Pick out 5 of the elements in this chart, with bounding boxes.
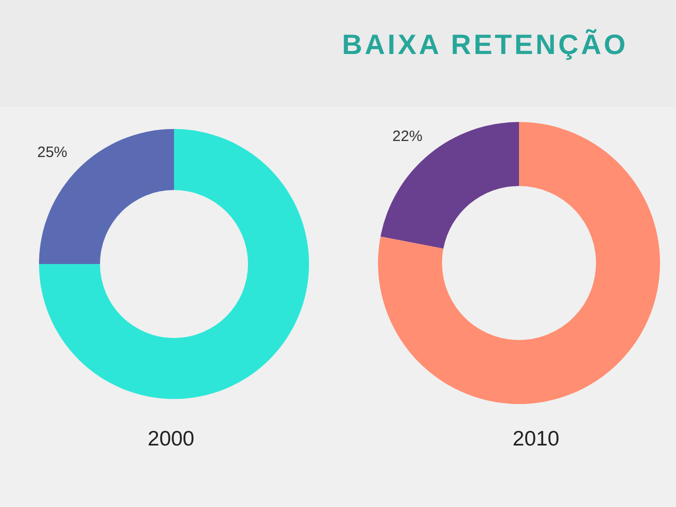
text: 2010: [512, 428, 560, 450]
text: 2000: [148, 428, 194, 450]
chart-title: BAIXA RETENÇÃO: [342, 29, 628, 61]
data-label: 25%: [37, 144, 68, 161]
data-label: 22%: [392, 128, 422, 146]
